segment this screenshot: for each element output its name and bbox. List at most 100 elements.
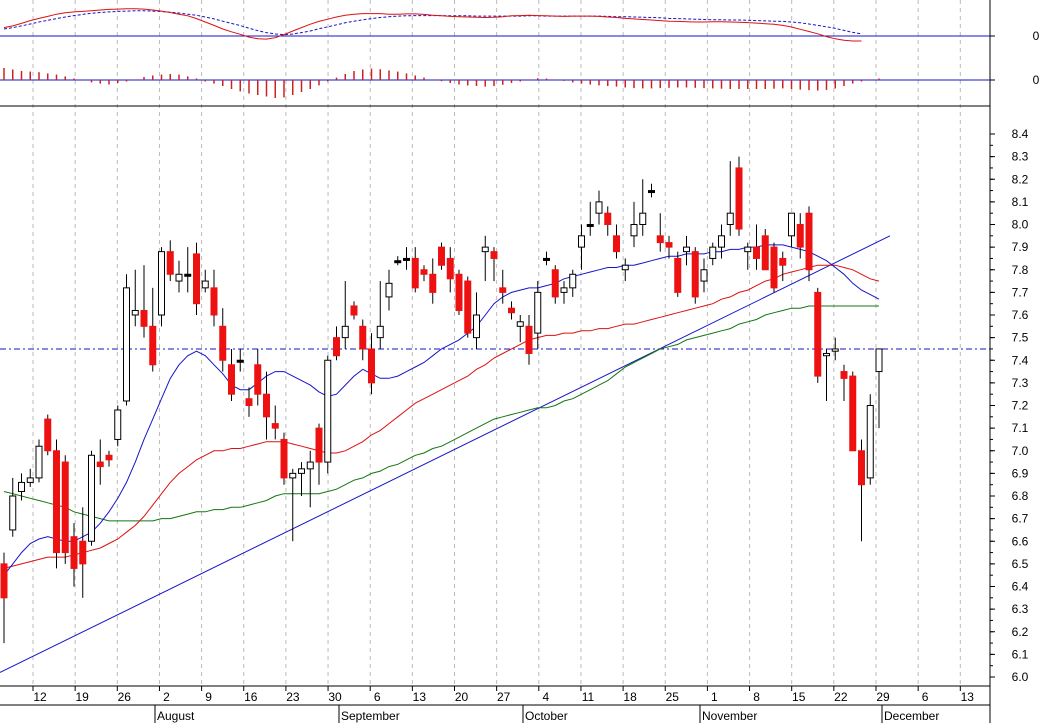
candle-body	[96, 461, 104, 468]
candle-body	[9, 495, 17, 531]
candle-body	[376, 325, 384, 339]
candle-body	[831, 348, 839, 352]
candle-body	[543, 257, 550, 261]
moving-average-long	[3, 305, 879, 522]
candle-body	[280, 438, 288, 479]
candle-body	[446, 257, 454, 280]
candle-body	[499, 287, 507, 293]
histogram-panel: 0	[0, 68, 1040, 98]
month-label: October	[525, 709, 568, 723]
candle-body	[263, 393, 270, 418]
candle-body	[473, 314, 480, 339]
candle-body	[779, 257, 787, 266]
candle-body	[718, 235, 725, 248]
candle-body	[105, 454, 113, 461]
candle-body	[560, 287, 568, 293]
candle-body	[79, 540, 87, 565]
candle-body	[166, 251, 174, 275]
x-tick-label: 2	[163, 690, 170, 704]
month-label: August	[157, 709, 195, 723]
x-tick-label: 12	[33, 690, 47, 704]
candle-body	[823, 352, 830, 357]
candle-body	[788, 212, 795, 237]
month-label: December	[884, 709, 939, 723]
candle-body	[149, 325, 157, 366]
y-tick-label: 6.9	[1012, 466, 1029, 480]
x-tick-label: 27	[497, 690, 511, 704]
candle-body	[639, 212, 647, 225]
candle-body	[228, 364, 235, 395]
candle-body	[429, 273, 437, 293]
y-axis: 6.0 6.1 6.2 6.3 6.4 6.5 6.6 6.7 6.8 6.9 7.0 7.1 7.2 7…	[990, 127, 1029, 684]
candle-body	[551, 269, 559, 298]
trendline	[0, 235, 891, 673]
candle-body	[289, 472, 297, 479]
x-tick-label: 16	[244, 690, 258, 704]
candle-body	[858, 450, 865, 486]
x-tick-label: 18	[623, 690, 637, 704]
candle-body	[324, 359, 332, 463]
candle-body	[306, 461, 314, 470]
candle-body	[805, 212, 813, 271]
candle-body	[114, 409, 122, 440]
y-tick-label: 7.4	[1012, 353, 1029, 367]
candle-body	[88, 454, 95, 542]
candle-body	[350, 305, 358, 316]
candle-body	[613, 235, 620, 253]
candle-body	[656, 235, 664, 244]
candle-body	[26, 477, 34, 483]
month-label: November	[702, 709, 757, 723]
candle-body	[508, 307, 515, 314]
y-tick-label: 7.9	[1012, 240, 1029, 254]
candle-body	[271, 423, 279, 429]
month-label: September	[341, 709, 400, 723]
candle-body	[201, 280, 209, 289]
y-tick-label: 7.3	[1012, 376, 1029, 390]
candle-body	[840, 371, 848, 379]
x-tick-label: 6	[922, 690, 929, 704]
candle-body	[359, 325, 367, 350]
candle-body	[761, 235, 769, 271]
candle-body	[44, 418, 52, 452]
candle-body	[849, 375, 857, 452]
candle-body	[604, 212, 612, 225]
candle-body	[700, 269, 708, 282]
y-tick-label: 6.3	[1012, 602, 1029, 616]
candle-body	[385, 282, 393, 298]
y-tick-label: 7.1	[1012, 421, 1029, 435]
x-tick-label: 13	[961, 690, 975, 704]
candle-body	[621, 264, 629, 271]
candle-body	[691, 251, 699, 298]
y-tick-label: 7.8	[1012, 263, 1029, 277]
x-tick-label: 9	[205, 690, 212, 704]
candle-body	[298, 468, 305, 474]
candle-body	[464, 280, 472, 334]
y-tick-label: 6.7	[1012, 512, 1029, 526]
candle-body	[648, 190, 655, 194]
candle-body	[368, 348, 375, 384]
candle-body	[630, 224, 638, 237]
y-tick-label: 6.6	[1012, 534, 1029, 548]
macd-signal-line	[3, 10, 862, 36]
macd-line	[3, 8, 862, 42]
candle-body	[333, 337, 340, 357]
candle-body	[438, 246, 445, 266]
x-tick-label: 11	[582, 690, 595, 704]
x-tick-label: 6	[374, 690, 381, 704]
candle-body	[394, 260, 402, 264]
chart-frame	[0, 0, 991, 723]
candle-body	[525, 325, 533, 354]
candle-body	[420, 269, 428, 275]
x-tick-label: 20	[455, 690, 469, 704]
candle-body	[770, 246, 778, 289]
candle-body	[735, 167, 743, 230]
moving-average-short	[3, 244, 880, 576]
candle-body	[193, 253, 200, 305]
candle-body	[709, 246, 717, 259]
y-tick-label: 6.0	[1012, 670, 1029, 684]
macd-axis-label: 0	[1033, 29, 1040, 43]
candle-body	[455, 273, 463, 311]
y-tick-label: 8.3	[1012, 150, 1029, 164]
